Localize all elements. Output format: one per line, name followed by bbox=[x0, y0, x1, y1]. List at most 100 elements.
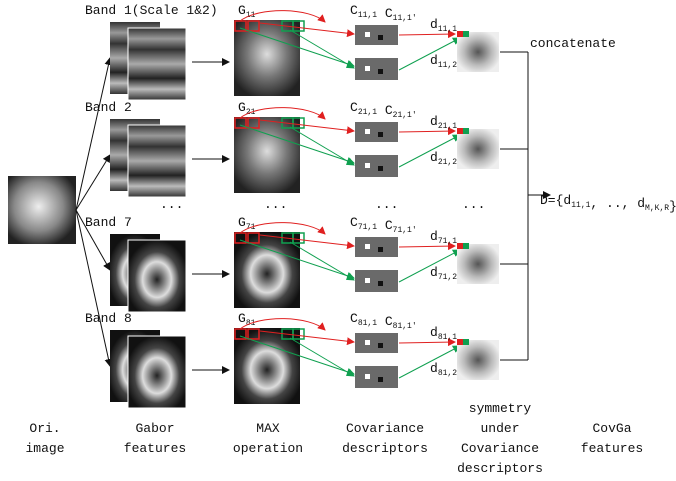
cov-dot bbox=[365, 32, 370, 37]
subscript: 11,1' bbox=[393, 14, 417, 23]
symbol: C bbox=[350, 100, 358, 115]
original-image bbox=[8, 176, 76, 244]
symbol: d bbox=[430, 361, 438, 376]
symbol: d bbox=[430, 53, 438, 68]
symbol: d bbox=[430, 150, 438, 165]
red-mark bbox=[457, 339, 463, 345]
subscript: 21,1 bbox=[358, 108, 377, 117]
symbol: C bbox=[385, 314, 393, 329]
cov-dot bbox=[365, 340, 370, 345]
covariance-image bbox=[355, 25, 398, 45]
green-mark bbox=[463, 128, 469, 134]
arrow bbox=[76, 155, 110, 210]
column-label: descriptors bbox=[342, 441, 428, 456]
symbol: d bbox=[637, 196, 645, 211]
red-arrow bbox=[399, 34, 455, 35]
covariance-image bbox=[355, 333, 398, 353]
ellipsis: ... bbox=[375, 197, 398, 212]
column-label: MAX bbox=[256, 421, 280, 436]
d-label: d81,2 bbox=[430, 361, 457, 378]
symbol: G bbox=[238, 3, 246, 18]
cov-dot bbox=[365, 244, 370, 249]
symbol: C bbox=[385, 103, 393, 118]
column-label: Ori. bbox=[29, 421, 60, 436]
subscript: 11,1 bbox=[358, 11, 377, 20]
subscript: M,K,R bbox=[645, 204, 669, 213]
symbol: G bbox=[238, 215, 246, 230]
c-label: C71,1 C71,1' bbox=[350, 215, 417, 235]
space bbox=[377, 103, 385, 118]
red-mark bbox=[457, 243, 463, 249]
column-label: Covariance bbox=[461, 441, 539, 456]
symmetry-image bbox=[457, 32, 499, 72]
subscript: 71,1 bbox=[358, 223, 377, 232]
symbol: C bbox=[350, 311, 358, 326]
d-label: d81,1 bbox=[430, 325, 457, 342]
subscript: 21,1 bbox=[438, 122, 457, 131]
band-label: Band 7 bbox=[85, 215, 132, 230]
column-label: Covariance bbox=[346, 421, 424, 436]
symbol: G bbox=[238, 100, 246, 115]
middle: , .., bbox=[590, 196, 637, 211]
d-label: d11,1 bbox=[430, 17, 457, 34]
green-mark bbox=[463, 243, 469, 249]
space bbox=[377, 314, 385, 329]
red-arrow bbox=[399, 246, 455, 247]
column-label: features bbox=[124, 441, 186, 456]
cov-dot bbox=[378, 343, 383, 348]
cov-dot bbox=[365, 278, 370, 283]
symmetry-image bbox=[457, 340, 499, 380]
subscript: 11,1 bbox=[571, 201, 590, 210]
cov-dot bbox=[378, 166, 383, 171]
column-label: descriptors bbox=[457, 461, 543, 476]
gabor-image bbox=[128, 240, 186, 312]
ellipsis: ... bbox=[264, 197, 287, 212]
green-mark bbox=[463, 31, 469, 37]
diagram: Band 1(Scale 1&2)G11C11,1 C11,1'd11,1d11… bbox=[0, 0, 676, 481]
cov-dot bbox=[365, 66, 370, 71]
column-label: under bbox=[480, 421, 519, 436]
d-label: d21,2 bbox=[430, 150, 457, 167]
symbol: d bbox=[430, 114, 438, 129]
red-mark bbox=[457, 31, 463, 37]
covariance-image bbox=[355, 155, 398, 177]
subscript: 71,2 bbox=[438, 273, 457, 282]
cov-dot bbox=[378, 132, 383, 137]
ellipsis: ... bbox=[160, 197, 183, 212]
symmetry-image bbox=[457, 129, 499, 169]
subscript: 11,2 bbox=[438, 61, 457, 70]
covariance-image bbox=[355, 58, 398, 80]
column-label: Gabor bbox=[135, 421, 174, 436]
symbol: d bbox=[430, 325, 438, 340]
concatenate-label: concatenate bbox=[530, 36, 616, 51]
red-arrow bbox=[399, 342, 455, 343]
green-mark bbox=[463, 339, 469, 345]
covariance-image bbox=[355, 122, 398, 142]
d-label: d11,2 bbox=[430, 53, 457, 70]
band-label: Band 8 bbox=[85, 311, 132, 326]
gabor-image bbox=[128, 336, 186, 408]
symmetry-image bbox=[457, 244, 499, 284]
symbol: d bbox=[430, 265, 438, 280]
column-label: operation bbox=[233, 441, 303, 456]
subscript: 81,1 bbox=[358, 319, 377, 328]
cov-dot bbox=[378, 281, 383, 286]
symbol: C bbox=[385, 6, 393, 21]
red-arrow bbox=[399, 131, 455, 132]
subscript: 11,1 bbox=[438, 25, 457, 34]
band-label: Band 1(Scale 1&2) bbox=[85, 3, 218, 18]
suffix: } bbox=[669, 199, 676, 214]
arrow bbox=[76, 58, 110, 210]
gabor-image bbox=[128, 28, 186, 100]
c-label: C81,1 C81,1' bbox=[350, 311, 417, 331]
subscript: 81,1' bbox=[393, 322, 417, 331]
symbol: d bbox=[430, 229, 438, 244]
arrow bbox=[76, 210, 110, 366]
symbol: C bbox=[385, 218, 393, 233]
symbol: G bbox=[238, 311, 246, 326]
red-mark bbox=[457, 128, 463, 134]
cov-dot bbox=[365, 129, 370, 134]
cov-dot bbox=[378, 69, 383, 74]
cov-dot bbox=[378, 35, 383, 40]
column-label: image bbox=[25, 441, 64, 456]
